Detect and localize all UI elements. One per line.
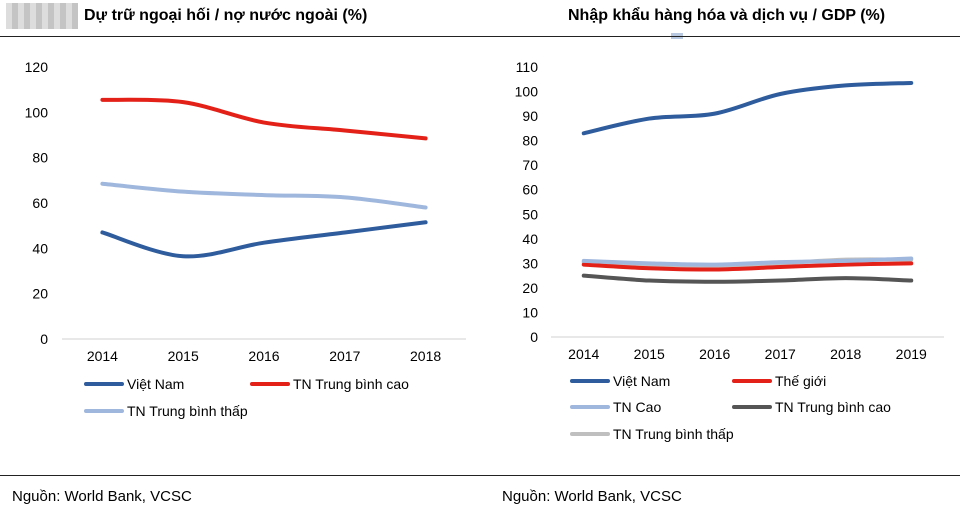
left-y-tick-label: 40 [32,240,48,256]
right-y-tick-label: 60 [522,182,538,198]
right-y-tick-label: 30 [522,255,538,271]
left-x-tick-label: 2018 [410,348,441,364]
right-y-tick-label: 40 [522,231,538,247]
right-legend-label-4: TN Trung bình cao [775,399,891,415]
left-y-tick-label: 0 [40,331,48,347]
left-y-tick-label: 20 [32,286,48,302]
right-y-tick-label: 70 [522,157,538,173]
right-legend-label-5: TN Trung bình thấp [613,426,734,442]
right-x-tick-label: 2014 [568,346,599,362]
right-y-tick-label: 20 [522,280,538,296]
right-y-tick-label: 100 [515,84,539,100]
left-y-tick-label: 80 [32,150,48,166]
right-y-tick-label: 90 [522,108,538,124]
right-series-line-4 [581,273,914,284]
left-y-tick-label: 100 [25,104,49,120]
right-chart-title: Nhập khẩu hàng hóa và dịch vụ / GDP (%) [568,6,885,24]
right-y-tick-label: 10 [522,304,538,320]
bottom-divider [0,475,960,476]
left-x-tick-label: 2017 [329,348,360,364]
source-note-left: Nguồn: World Bank, VCSC [12,488,192,505]
source-note-right: Nguồn: World Bank, VCSC [502,488,682,505]
right-y-tick-label: 0 [530,329,538,345]
right-legend-label-1: Việt Nam [613,373,670,389]
right-x-tick-label: 2019 [896,346,927,362]
top-divider [0,36,960,37]
right-legend-label-3: TN Cao [613,399,661,415]
left-series-line-2 [100,97,428,141]
left-legend-label-1: Việt Nam [127,376,184,392]
right-x-tick-label: 2017 [765,346,796,362]
right-y-tick-label: 80 [522,133,538,149]
right-series-line-1 [581,80,914,136]
blurred-logo [6,3,78,29]
right-x-tick-label: 2015 [634,346,665,362]
left-x-tick-label: 2014 [87,348,118,364]
left-legend-label-2: TN Trung bình cao [293,376,409,392]
right-series-line-2 [581,261,914,272]
left-series-line-3 [100,181,428,210]
left-chart-title: Dự trữ ngoại hối / nợ nước ngoài (%) [84,7,367,24]
right-y-tick-label: 50 [522,206,538,222]
right-y-tick-label: 110 [516,59,539,75]
left-legend-label-3: TN Trung bình thấp [127,403,248,419]
right-x-tick-label: 2018 [830,346,861,362]
left-y-tick-label: 60 [32,195,48,211]
right-legend-label-2: Thế giới [775,373,826,389]
right-x-tick-label: 2016 [699,346,730,362]
left-x-tick-label: 2016 [248,348,279,364]
left-series-line-1 [100,220,428,259]
left-y-tick-label: 120 [25,59,49,75]
right-series-line-3 [581,256,914,267]
left-x-tick-label: 2015 [168,348,199,364]
